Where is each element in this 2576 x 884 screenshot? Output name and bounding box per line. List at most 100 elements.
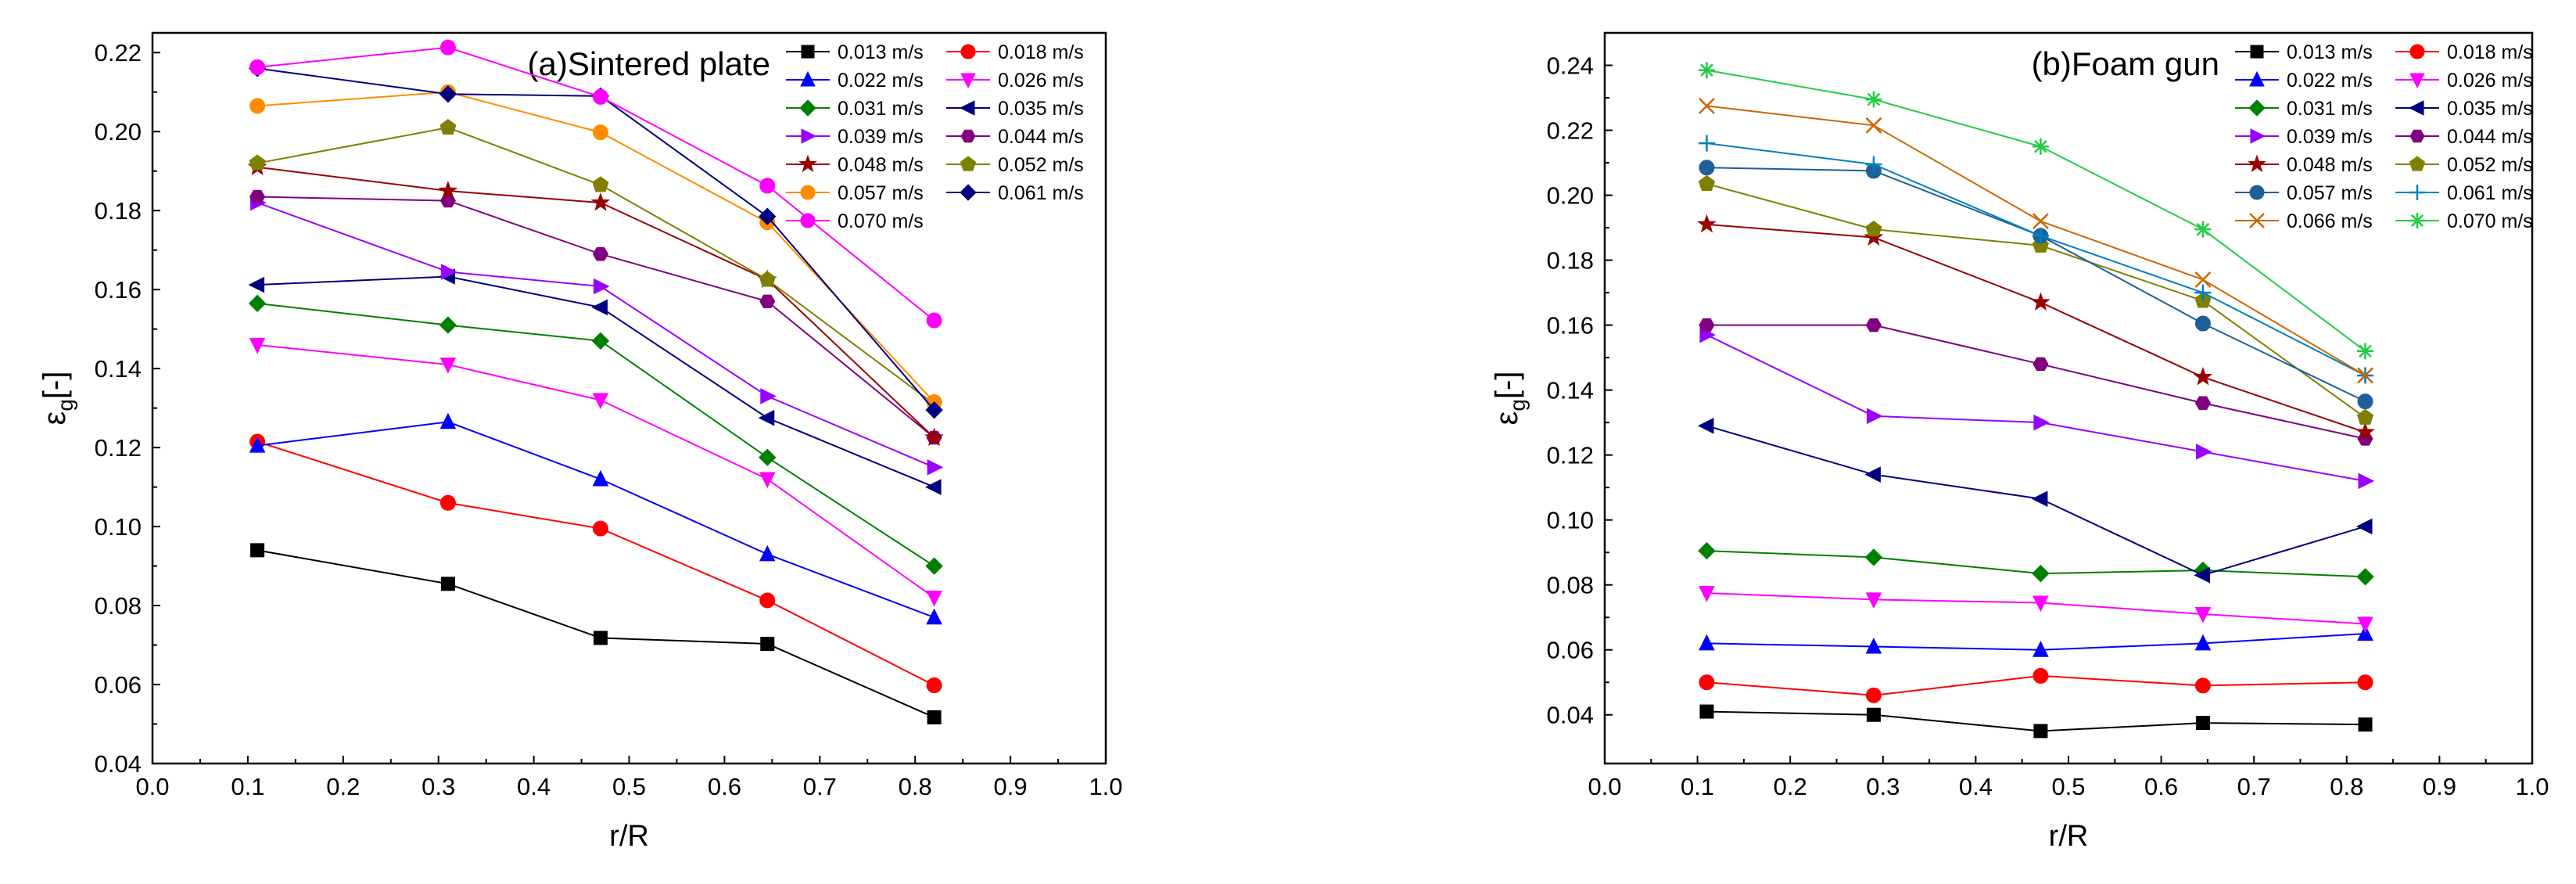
marker-shape [439, 316, 457, 334]
marker-triangle-right [440, 264, 457, 280]
marker-shape [1865, 687, 1882, 703]
marker-asterisk [1698, 62, 1715, 79]
marker-circle [2357, 393, 2373, 410]
marker-triangle-up [926, 608, 942, 625]
marker-x [2032, 213, 2049, 230]
marker-shape [591, 299, 608, 316]
marker-shape [1699, 586, 1715, 602]
marker-diamond [439, 316, 457, 334]
marker-shape [2194, 315, 2211, 332]
legend-label: 0.022 m/s [838, 70, 924, 92]
marker-circle [1699, 674, 1715, 691]
marker-triangle-down [1699, 586, 1715, 602]
marker-shape [800, 185, 816, 200]
x-tick-label: 0.0 [135, 773, 169, 800]
y-tick-label: 0.24 [1547, 52, 1594, 80]
marker-circle [960, 44, 976, 59]
y-tick-label: 0.08 [95, 592, 142, 620]
marker-shape [926, 312, 942, 329]
marker-shape [439, 358, 457, 374]
marker-square [1699, 704, 1714, 719]
marker-diamond [960, 184, 977, 201]
y-axis-label-sub: g [1505, 399, 1530, 411]
marker-star [2193, 367, 2213, 386]
series-line [1706, 334, 2366, 482]
marker-circle [439, 494, 456, 511]
marker-shape [2409, 156, 2426, 171]
marker-square [2250, 45, 2264, 59]
marker-circle [759, 178, 776, 194]
series [1699, 704, 2373, 738]
marker-triangle-right [760, 388, 777, 404]
marker-pentagon [2409, 156, 2426, 171]
series [248, 294, 943, 575]
marker-plus [2032, 227, 2049, 244]
marker-shape [960, 129, 976, 143]
x-tick-label: 0.7 [803, 773, 837, 800]
marker-shape [2249, 185, 2265, 200]
marker-plus [1698, 135, 1715, 152]
x-tick-label: 0.6 [708, 773, 741, 800]
legend-label: 0.048 m/s [2287, 154, 2373, 176]
x-tick-label: 0.2 [326, 773, 360, 800]
marker-square [2195, 716, 2210, 731]
marker-x [1865, 117, 1882, 134]
marker-shape [2031, 491, 2048, 507]
marker-shape [2034, 139, 2047, 153]
marker-diamond [591, 332, 610, 350]
marker-square [1866, 707, 1881, 722]
y-tick-label: 0.04 [95, 750, 142, 778]
marker-star [2031, 292, 2050, 311]
marker-shape [2194, 271, 2212, 288]
y-tick-label: 0.22 [1547, 117, 1594, 145]
legend-label: 0.070 m/s [2447, 210, 2533, 232]
marker-shape [592, 469, 609, 487]
marker-shape [927, 710, 942, 724]
marker-shape [760, 388, 777, 404]
panel-sintered-plate: 0.0 0.1 0.2 0.3 0.4 0.5 0.6 0.7 0.8 0.9 1.0 0.04 0.0… [38, 31, 1123, 853]
marker-shape [592, 124, 608, 141]
marker-shape [960, 73, 976, 89]
marker-circle [249, 98, 266, 114]
x-axis-label: r/R [2049, 820, 2089, 853]
x-tick-label: 0.4 [1959, 773, 1993, 800]
marker-triangle-down [2194, 607, 2212, 623]
legend-item: 0.018 m/s [946, 41, 1084, 63]
marker-triangle-up [2249, 70, 2265, 87]
legend-item: 0.026 m/s [946, 70, 1084, 92]
legend-label: 0.031 m/s [838, 98, 924, 120]
x-tick-label: 0.5 [2051, 773, 2085, 800]
marker-star [1864, 227, 1884, 246]
marker-shape [2355, 422, 2375, 441]
marker-shape [2358, 717, 2373, 732]
marker-shape [925, 557, 943, 575]
marker-triangle-down [2032, 595, 2049, 613]
marker-pentagon [439, 119, 457, 135]
marker-circle [926, 677, 942, 694]
legend-label: 0.018 m/s [998, 41, 1084, 63]
marker-triangle-up [1865, 637, 1882, 654]
marker-x [2194, 271, 2212, 288]
marker-shape [2355, 518, 2373, 535]
x-tick-label: 0.9 [2423, 773, 2456, 800]
marker-shape [249, 59, 266, 75]
marker-shape [2409, 129, 2425, 143]
marker-shape [249, 337, 266, 354]
x-tick-label: 0.7 [2237, 773, 2271, 800]
marker-shape [1699, 160, 1715, 176]
marker-triangle-down [926, 590, 942, 607]
marker-shape [1865, 117, 1882, 134]
y-tick-label: 0.20 [1547, 182, 1594, 210]
y-tick-label: 0.18 [95, 197, 142, 225]
series [1699, 624, 2373, 657]
marker-shape [927, 459, 944, 476]
marker-triangle-left [924, 479, 942, 495]
marker-shape [248, 276, 265, 293]
marker-plus [2409, 185, 2425, 200]
marker-triangle-down [960, 73, 976, 89]
marker-asterisk [2194, 221, 2212, 238]
marker-hexagon [2194, 396, 2212, 410]
marker-circle [759, 592, 776, 609]
marker-shape [759, 544, 776, 562]
marker-shape [249, 436, 266, 453]
